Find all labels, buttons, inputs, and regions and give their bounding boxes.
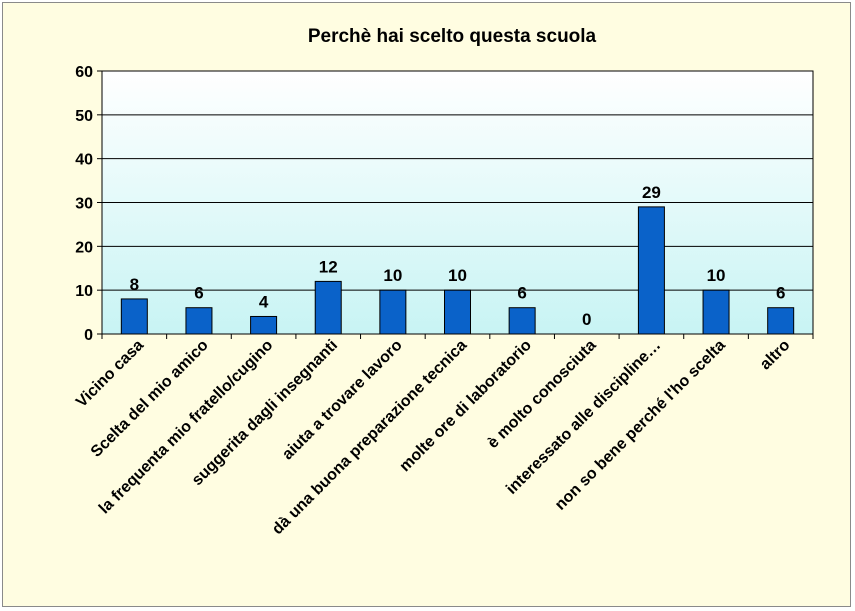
data-label: 0 [582, 310, 591, 329]
x-tick-label: altro [757, 337, 794, 374]
y-tick-label: 40 [75, 152, 93, 169]
y-tick-label: 50 [75, 108, 93, 125]
x-tick-label: è molto conosciuta [484, 337, 599, 452]
data-label: 4 [259, 292, 269, 311]
y-axis-ticks: 0 10 20 30 40 50 60 [75, 64, 102, 344]
x-tick-label: Scelta del mio amico [88, 337, 212, 461]
data-label: 10 [383, 266, 402, 285]
x-tick-label: aiuta a trovare lavoro [279, 337, 406, 464]
data-label: 10 [707, 266, 726, 285]
y-tick-label: 0 [84, 327, 93, 344]
bar-series [120, 206, 795, 335]
bar [120, 298, 148, 335]
bar [250, 315, 278, 335]
data-label: 10 [448, 266, 467, 285]
data-label: 6 [194, 284, 203, 303]
grid-lines [102, 114, 813, 291]
bar [508, 307, 536, 335]
data-label: 6 [776, 284, 785, 303]
bar [637, 206, 665, 335]
chart-title: Perchè hai scelto questa scuola [308, 26, 597, 47]
y-tick-label: 10 [75, 283, 93, 300]
y-tick-label: 20 [75, 239, 93, 256]
bar [314, 280, 342, 335]
data-label: 6 [517, 284, 526, 303]
bar [185, 307, 213, 335]
bar [767, 307, 795, 335]
data-label: 8 [130, 275, 139, 294]
data-label: 12 [319, 257, 338, 276]
x-tick-label: molte ore di laboratorio [397, 337, 536, 476]
y-tick-label: 60 [75, 64, 93, 81]
bar [379, 289, 407, 335]
data-labels: 8 6 4 12 10 10 6 0 29 10 6 [130, 183, 786, 329]
y-tick-label: 30 [75, 196, 93, 213]
bar [444, 289, 471, 335]
data-label: 29 [642, 183, 661, 202]
bar [702, 289, 730, 335]
